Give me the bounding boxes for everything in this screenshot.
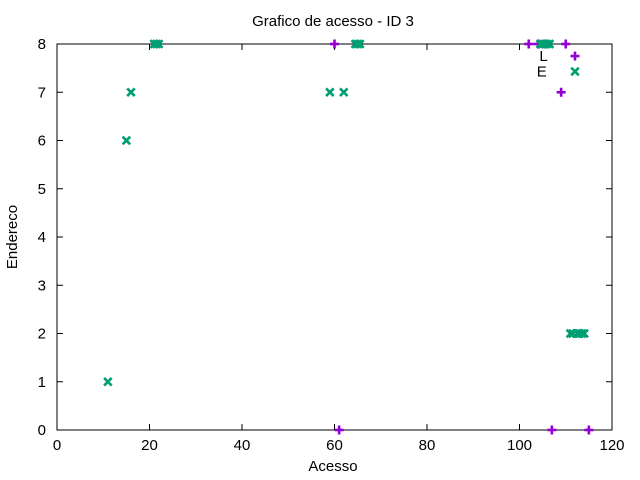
y-tick-label: 6	[38, 133, 46, 150]
data-point-plus	[330, 39, 339, 49]
data-point-cross	[325, 87, 335, 97]
data-point-plus	[561, 39, 571, 49]
plot-frame	[56, 43, 613, 431]
x-tick-label: 120	[599, 437, 624, 454]
x-tick-label: 80	[419, 437, 436, 454]
data-point-cross	[570, 66, 580, 77]
data-point-plus	[584, 425, 594, 435]
data-point-cross	[355, 39, 365, 49]
data-point-cross	[579, 328, 589, 339]
data-point-cross	[339, 87, 349, 97]
data-point-cross	[121, 135, 132, 146]
y-tick-label: 0	[38, 422, 46, 439]
data-point-plus	[570, 51, 580, 61]
data-point-cross	[542, 39, 552, 49]
annotations: LE	[537, 48, 548, 80]
x-tick-label: 60	[326, 437, 343, 454]
y-tick-label: 3	[38, 277, 46, 294]
y-tick-label: 8	[38, 36, 46, 53]
data-point-cross	[103, 377, 113, 387]
y-tick-label: 1	[38, 374, 46, 391]
data-point-plus	[334, 425, 344, 435]
y-tick-label: 5	[38, 181, 46, 198]
x-tick-label: 20	[141, 437, 158, 454]
data-point-plus	[556, 87, 566, 97]
x-tick-label: 100	[507, 437, 532, 454]
data-point-cross	[154, 39, 164, 49]
annotation-label: L	[539, 48, 547, 65]
data-point-cross	[577, 328, 587, 339]
y-tick-label: 4	[38, 229, 46, 246]
x-tick-label: 40	[234, 437, 251, 454]
data-point-plus	[524, 39, 534, 49]
axis-ticks: 0 20 40 60 80 100 120 0 1 2 3 4 5 6 7 8	[38, 36, 625, 454]
data-points	[103, 39, 594, 435]
y-tick-label: 7	[38, 84, 46, 101]
data-point-cross	[565, 328, 576, 339]
x-axis-label: Acesso	[308, 458, 357, 475]
data-point-cross	[151, 39, 162, 49]
chart-title: Grafico de acesso - ID 3	[252, 13, 414, 30]
data-point-cross	[544, 39, 555, 49]
annotation-label: E	[537, 63, 547, 80]
x-tick-label: 0	[53, 437, 61, 454]
y-tick-label: 2	[38, 326, 46, 343]
y-axis-label: Endereco	[4, 205, 21, 269]
data-point-cross	[126, 87, 136, 97]
data-point-cross	[352, 39, 363, 49]
data-point-plus	[547, 425, 557, 435]
